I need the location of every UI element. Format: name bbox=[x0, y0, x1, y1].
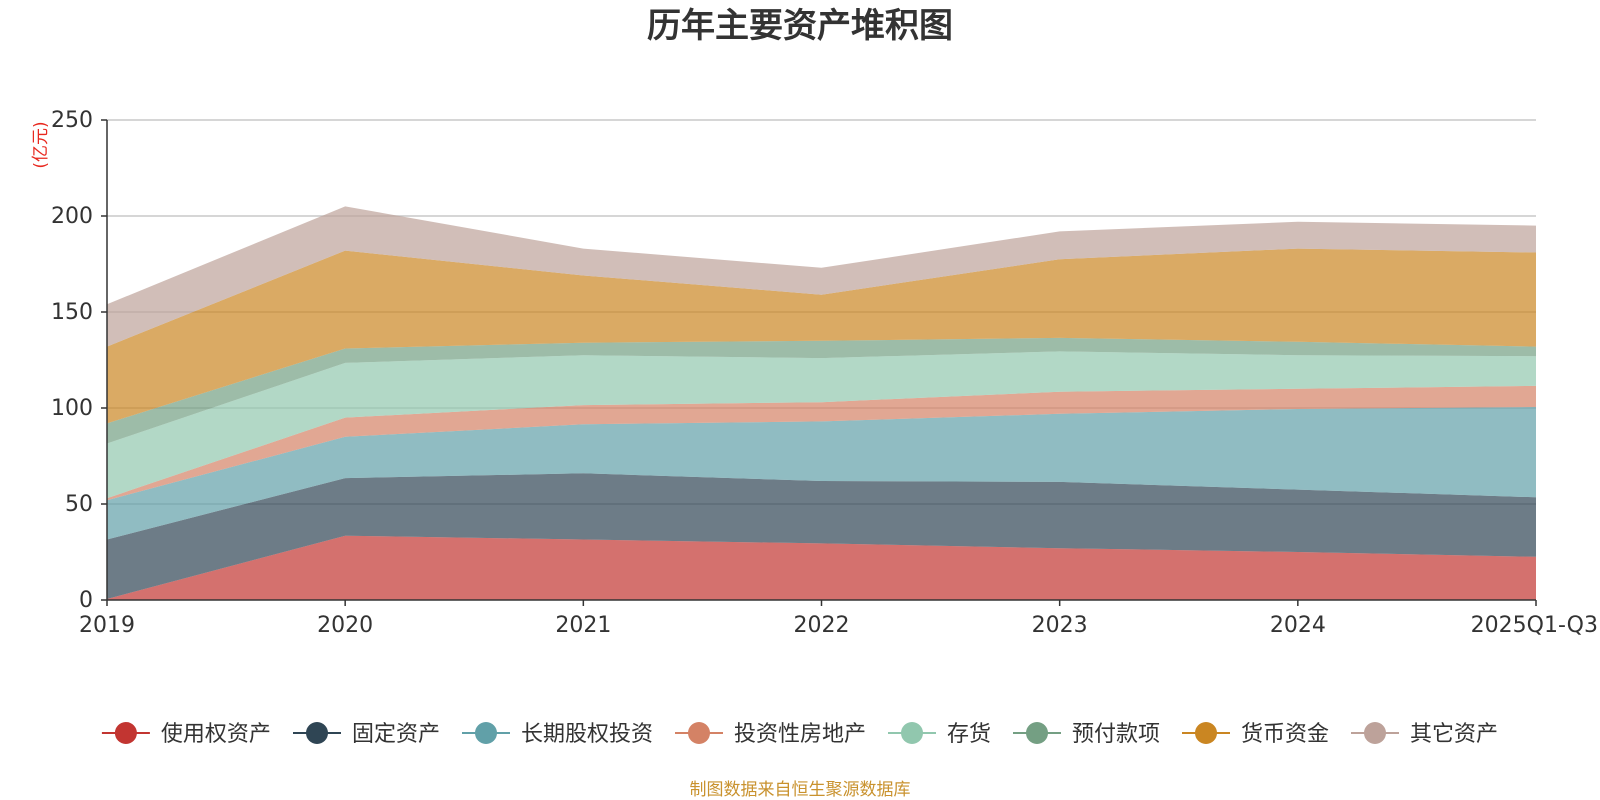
y-tick-label: 0 bbox=[79, 588, 93, 613]
legend-item[interactable]: 长期股权投资 bbox=[462, 722, 653, 747]
area-投资性房地产 bbox=[107, 385, 1536, 501]
legend-circle-marker bbox=[901, 722, 923, 744]
legend-circle-marker bbox=[114, 722, 137, 744]
area-series-group bbox=[107, 206, 1536, 600]
area-固定资产 bbox=[107, 473, 1536, 599]
legend-item[interactable]: 固定资产 bbox=[293, 722, 440, 747]
legend-label: 货币资金 bbox=[1241, 722, 1329, 747]
legend-circle-marker bbox=[688, 722, 710, 744]
legend-label: 长期股权投资 bbox=[521, 722, 653, 747]
chart-title: 历年主要资产堆积图 bbox=[647, 6, 953, 46]
legend-circle-marker bbox=[1195, 722, 1217, 744]
legend-item[interactable]: 存货 bbox=[888, 722, 991, 747]
area-存货 bbox=[107, 351, 1536, 499]
legend-label: 使用权资产 bbox=[161, 722, 271, 747]
area-长期股权投资 bbox=[107, 407, 1536, 540]
x-tick-label: 2019 bbox=[79, 613, 135, 638]
legend-circle-marker bbox=[1364, 722, 1386, 744]
y-tick-label: 100 bbox=[51, 396, 93, 421]
legend-item[interactable]: 货币资金 bbox=[1182, 722, 1329, 747]
x-tick-label: 2020 bbox=[317, 613, 373, 638]
legend-item[interactable]: 预付款项 bbox=[1013, 722, 1160, 747]
legend: 使用权资产 固定资产 长期股权投资 投资性房地产 存货 预付款项 货币资金 其它资产 bbox=[101, 722, 1498, 747]
y-tick-label: 200 bbox=[51, 204, 93, 229]
legend-circle-marker bbox=[475, 722, 497, 744]
legend-label: 预付款项 bbox=[1072, 722, 1160, 747]
area-其它资产 bbox=[107, 206, 1536, 347]
x-tick-label: 2023 bbox=[1032, 613, 1088, 638]
x-tick-label: 2021 bbox=[555, 613, 611, 638]
axes: 0 50 100 150 200 250 2019 2020 2021 2022 2023 2024 2… bbox=[51, 108, 1598, 638]
area-货币资金 bbox=[107, 248, 1536, 424]
x-tick-label: 2022 bbox=[794, 613, 850, 638]
area-使用权资产 bbox=[107, 535, 1536, 600]
y-tick-label: 250 bbox=[51, 108, 93, 133]
legend-item[interactable]: 其它资产 bbox=[1351, 722, 1498, 747]
legend-label: 其它资产 bbox=[1410, 722, 1498, 747]
data-source-note: 制图数据来自恒生聚源数据库 bbox=[690, 780, 911, 800]
y-tick-label: 50 bbox=[65, 492, 93, 517]
x-tick-label: 2025Q1-Q3 bbox=[1471, 613, 1598, 638]
legend-circle-marker bbox=[306, 722, 328, 744]
legend-circle-marker bbox=[1026, 722, 1048, 744]
legend-item[interactable]: 投资性房地产 bbox=[675, 722, 866, 747]
x-tick-label: 2024 bbox=[1270, 613, 1326, 638]
y-axis-unit: (亿元) bbox=[31, 121, 51, 168]
area-预付款项 bbox=[107, 337, 1536, 444]
y-tick-label: 150 bbox=[51, 300, 93, 325]
legend-label: 固定资产 bbox=[352, 722, 440, 747]
legend-label: 投资性房地产 bbox=[734, 722, 866, 747]
legend-label: 存货 bbox=[947, 722, 991, 747]
legend-item[interactable]: 使用权资产 bbox=[101, 722, 271, 747]
